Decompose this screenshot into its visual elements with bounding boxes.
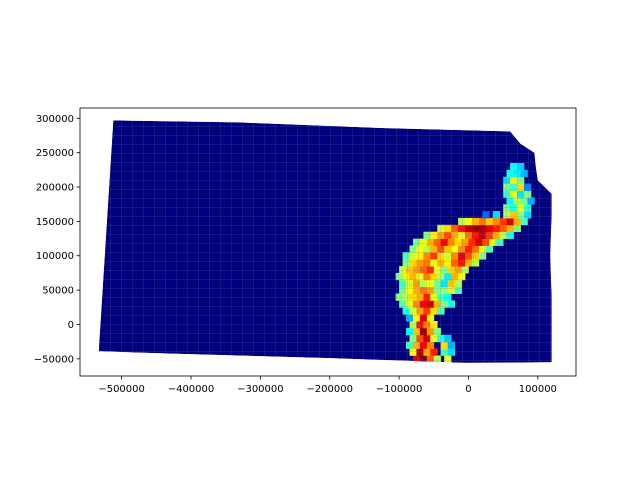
x-tick-label: −400000 xyxy=(168,384,215,395)
x-tick-label: −500000 xyxy=(98,384,145,395)
x-tick-label: −100000 xyxy=(376,384,423,395)
x-tick-label: −200000 xyxy=(306,384,353,395)
y-axis: 300000 250000 200000 150000 100000 50000 0 −500… xyxy=(34,114,80,365)
x-tick-label: 100000 xyxy=(519,384,557,395)
y-tick-label: 300000 xyxy=(36,114,74,125)
y-tick-label: 100000 xyxy=(36,251,74,262)
x-tick-label: −300000 xyxy=(237,384,284,395)
y-tick-label: 250000 xyxy=(36,148,74,159)
x-axis: −500000 −400000 −300000 −200000 −100000 0 1000… xyxy=(98,376,557,395)
y-tick-label: 200000 xyxy=(36,183,74,194)
y-tick-label: 150000 xyxy=(36,217,74,228)
plot-area xyxy=(98,120,552,363)
axes-frame xyxy=(79,107,577,377)
y-tick-label: −50000 xyxy=(34,354,74,365)
x-tick-label: 0 xyxy=(465,384,471,395)
y-tick-label: 0 xyxy=(68,320,74,331)
y-tick-label: 50000 xyxy=(42,286,74,297)
subdivision-boundaries xyxy=(98,120,552,363)
